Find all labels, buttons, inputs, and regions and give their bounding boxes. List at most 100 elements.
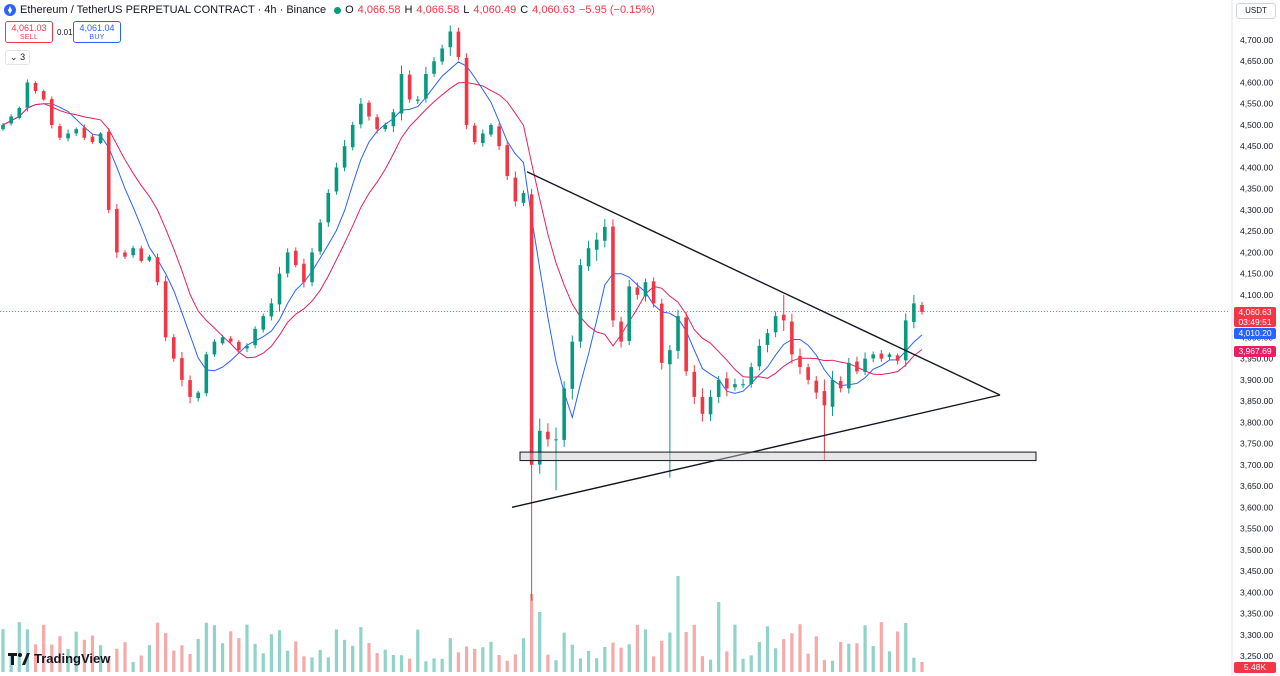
volume-bar — [684, 631, 688, 672]
volume-bar — [326, 657, 330, 672]
volume-bar — [66, 649, 70, 672]
volume-bar — [107, 656, 111, 672]
candle-body — [204, 354, 209, 394]
trade-buttons: 4,061.03 SELL 0.01 4,061.04 BUY — [5, 21, 121, 43]
volume-bar — [570, 644, 574, 672]
candle-body — [822, 391, 827, 406]
volume-bar — [887, 651, 892, 672]
volume-bar — [798, 624, 802, 672]
candle-body — [49, 99, 54, 125]
y-tick-label: 3,550.00 — [1240, 524, 1273, 534]
candle-body — [790, 321, 794, 355]
volume-bar — [489, 641, 493, 672]
candle-body — [391, 112, 396, 127]
volume-bar — [334, 629, 339, 672]
currency-selector[interactable]: USDT — [1236, 3, 1276, 19]
volume-bar — [204, 622, 208, 672]
support-zone — [519, 451, 1037, 462]
symbol-title[interactable]: Ethereum / TetherUS PERPETUAL CONTRACT ·… — [20, 4, 327, 16]
sell-button[interactable]: 4,061.03 SELL — [5, 21, 53, 43]
candle-body — [25, 82, 30, 108]
change-value: −5.95 (−0.15%) — [578, 4, 655, 16]
candle-body — [261, 316, 266, 330]
candle-body — [554, 439, 558, 441]
candle-body — [659, 303, 664, 363]
ma-slow-tag: 3,967.69 — [1234, 346, 1276, 357]
bar-countdown: 03:49:51 — [1238, 317, 1272, 327]
candle-body — [570, 341, 575, 389]
candle-body — [1, 124, 5, 130]
candle-body — [106, 131, 111, 210]
volume-bar — [383, 649, 387, 672]
volume-bar — [757, 642, 761, 672]
lower-trendline — [511, 394, 1001, 508]
candle-body — [139, 248, 144, 261]
candle-body — [253, 328, 257, 346]
candle-body — [318, 222, 322, 252]
y-tick-label: 3,600.00 — [1240, 502, 1273, 512]
ma-fast-line — [2, 61, 923, 420]
candle-body — [131, 248, 135, 256]
volume-bar — [562, 632, 566, 672]
y-tick-label: 3,650.00 — [1240, 481, 1273, 491]
volume-bar — [676, 576, 680, 672]
candle-body — [33, 82, 38, 91]
candle-body — [481, 133, 485, 144]
candle-body — [627, 286, 632, 341]
candle-body — [472, 125, 477, 142]
volume-bar — [115, 648, 119, 672]
indicators-toggle[interactable]: ⌄ 3 — [5, 50, 31, 65]
volume-bar — [733, 624, 737, 672]
y-tick-label: 4,300.00 — [1240, 205, 1273, 215]
volume-bar — [595, 658, 599, 672]
y-tick-label: 4,100.00 — [1240, 290, 1273, 300]
tradingview-logo[interactable]: TradingView — [8, 651, 110, 666]
candle-body — [424, 73, 428, 99]
candle-body — [757, 345, 762, 367]
candle-body — [489, 124, 493, 135]
candle-body — [383, 124, 388, 130]
volume-bar — [123, 642, 127, 672]
candle-body — [700, 396, 705, 414]
volume-bar — [286, 650, 290, 672]
candle-body — [188, 380, 192, 397]
y-tick-label: 4,250.00 — [1240, 226, 1273, 236]
volume-bar — [310, 657, 314, 672]
buy-price: 4,061.04 — [79, 23, 115, 33]
candle-body — [725, 378, 729, 389]
open-value: 4,066.58 — [357, 4, 401, 16]
candle-body — [668, 350, 672, 365]
volume-bar — [513, 654, 517, 672]
y-tick-label: 4,150.00 — [1240, 269, 1273, 279]
volume-bar — [578, 658, 583, 672]
volume-bar — [530, 594, 534, 672]
candle-body — [171, 337, 176, 359]
candle-body — [611, 226, 615, 321]
candle-body — [741, 384, 745, 386]
sell-label: SELL — [19, 34, 39, 41]
volume-bar — [806, 653, 810, 672]
volume-bar — [920, 661, 924, 672]
volume-bar — [765, 626, 770, 672]
ma-fast-tag: 4,010.20 — [1234, 328, 1276, 339]
volume-bar — [700, 656, 705, 672]
volume-bar — [17, 622, 21, 672]
volume-bar — [822, 660, 827, 672]
candle-body — [277, 273, 282, 305]
y-tick-label: 3,450.00 — [1240, 566, 1273, 576]
y-tick-label: 4,500.00 — [1240, 120, 1273, 130]
candle-body — [115, 208, 119, 253]
upper-trendline — [526, 171, 1001, 396]
candle-body — [912, 303, 916, 322]
volume-bar — [180, 645, 184, 672]
volume-bar — [538, 612, 542, 672]
tradingview-logo-text: TradingView — [34, 651, 111, 666]
y-tick-label: 3,700.00 — [1240, 460, 1273, 470]
buy-button[interactable]: 4,061.04 BUY — [73, 21, 121, 43]
volume-bar — [619, 647, 623, 672]
volume-bar — [33, 644, 38, 672]
volume-bar — [473, 648, 477, 672]
candle-body — [863, 358, 867, 372]
